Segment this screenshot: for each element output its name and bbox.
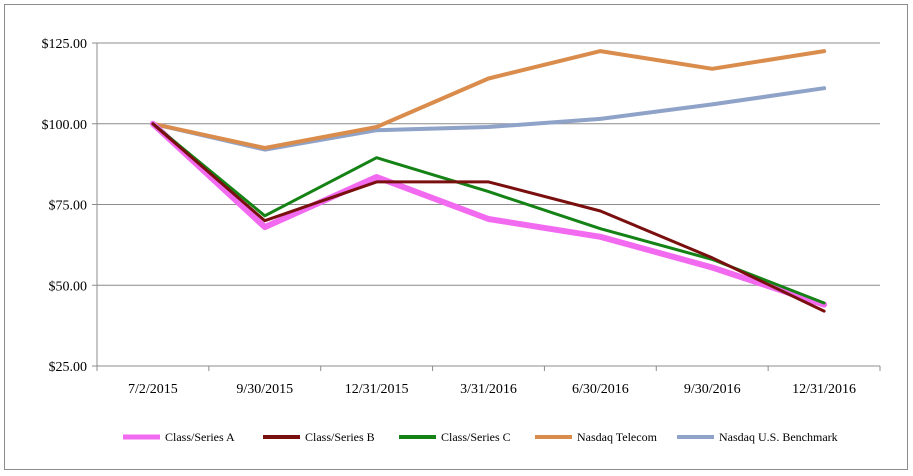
- x-tick-label: 9/30/2015: [236, 382, 293, 397]
- y-tick-label: $25.00: [49, 360, 88, 375]
- x-tick-label: 9/30/2016: [684, 382, 741, 397]
- series-line-1: [149, 120, 828, 308]
- legend-label-5: Nasdaq U.S. Benchmark: [719, 430, 838, 444]
- series-line-5: [150, 86, 827, 152]
- x-tick-label: 7/2/2015: [128, 382, 178, 397]
- legend-label-1: Class/Series A: [165, 430, 235, 444]
- axes: $25.00 $50.00 $75.00 $100.00 $125.00 7/2/2015…: [42, 37, 881, 397]
- legend: Class/Series A Class/Series B Class/Series…: [123, 430, 838, 444]
- legend-label-3: Class/Series C: [441, 430, 511, 444]
- chart-frame: $25.00 $50.00 $75.00 $100.00 $125.00 7/2/2015…: [4, 4, 908, 470]
- y-tick-label: $125.00: [42, 37, 88, 52]
- y-tick-label: $75.00: [49, 199, 88, 214]
- line-chart: $25.00 $50.00 $75.00 $100.00 $125.00 7/2/2015…: [42, 37, 881, 444]
- y-tick-label: $100.00: [42, 118, 88, 133]
- series-line-2: [151, 122, 826, 313]
- x-tick-label: 12/31/2016: [792, 382, 856, 397]
- x-tick-label: 6/30/2016: [572, 382, 629, 397]
- legend-label-2: Class/Series B: [305, 430, 375, 444]
- legend-label-4: Nasdaq Telecom: [577, 430, 658, 444]
- x-tick-label: 3/31/2016: [460, 382, 517, 397]
- y-tick-label: $50.00: [49, 279, 88, 294]
- series-lines: [149, 49, 828, 313]
- series-line-4: [150, 49, 827, 150]
- x-tick-label: 12/31/2015: [345, 382, 409, 397]
- gridlines: [97, 42, 880, 286]
